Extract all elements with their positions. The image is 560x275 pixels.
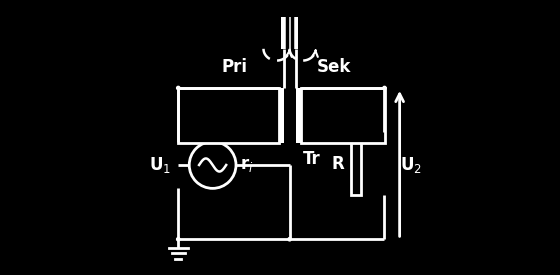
Bar (281, 17, 298, 49)
Text: Tr: Tr (304, 150, 321, 169)
Text: Sek: Sek (316, 58, 351, 76)
Circle shape (176, 238, 180, 241)
Bar (351, 132, 361, 195)
Bar (279, 88, 283, 143)
Circle shape (288, 238, 291, 241)
Bar (301, 88, 385, 143)
Text: Pri: Pri (222, 58, 248, 76)
Text: R: R (332, 155, 344, 173)
Bar (178, 88, 279, 143)
Circle shape (383, 86, 386, 90)
Bar (296, 88, 301, 143)
Text: U$_2$: U$_2$ (400, 155, 422, 175)
Text: r$_i$: r$_i$ (240, 156, 254, 174)
Circle shape (176, 86, 180, 90)
Text: U$_1$: U$_1$ (150, 155, 171, 175)
